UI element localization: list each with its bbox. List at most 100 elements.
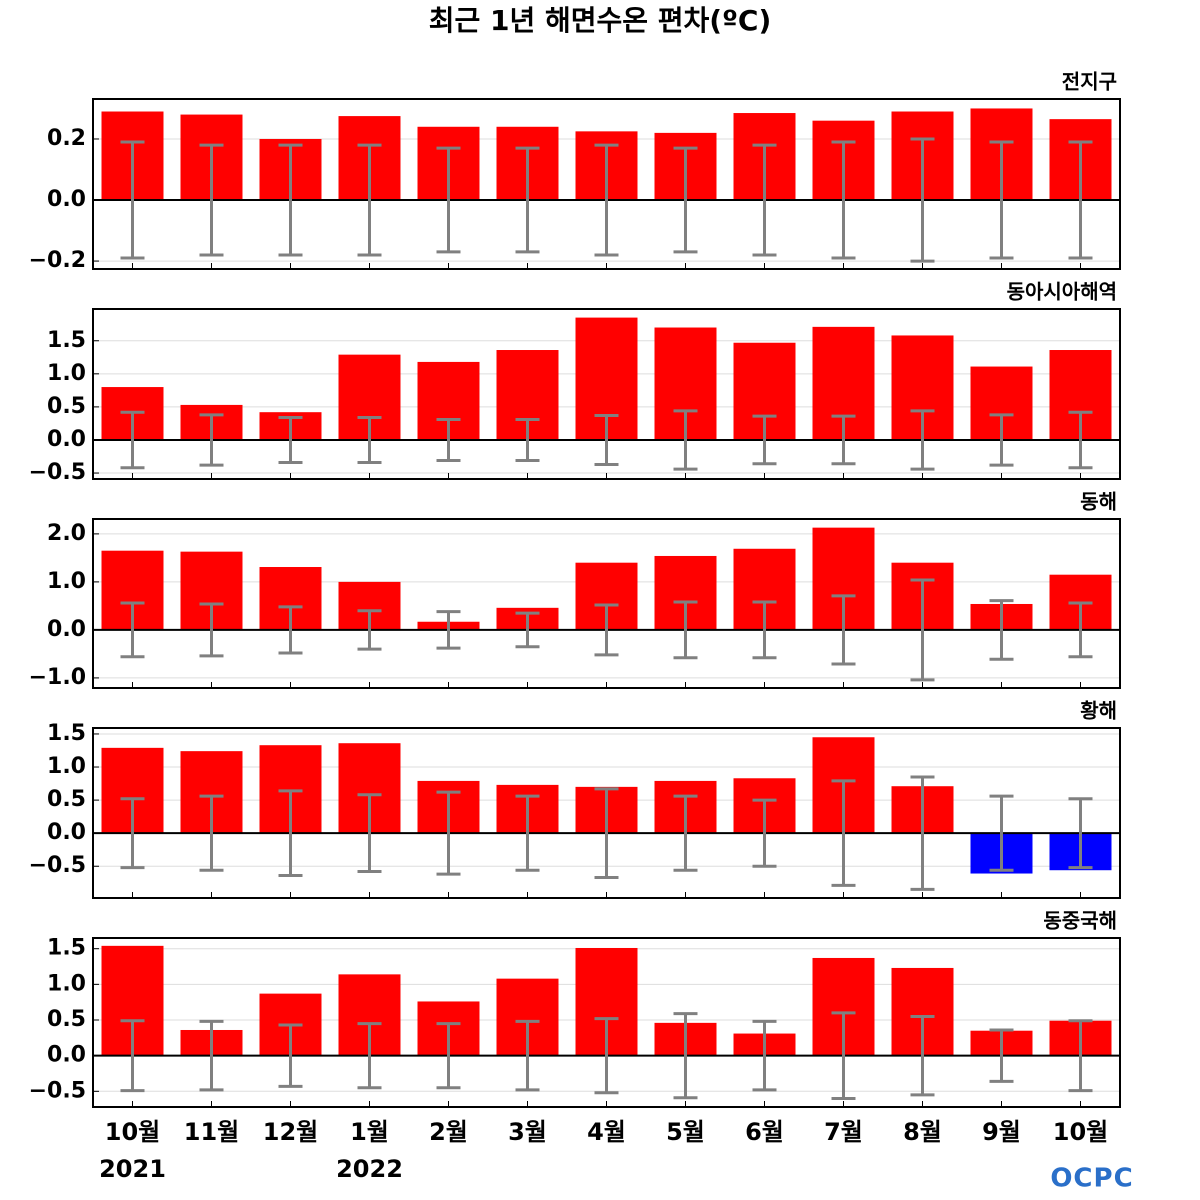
panel-title: 동해: [1080, 490, 1117, 514]
y-tick-label: 1.0: [47, 754, 86, 779]
error-bar: [199, 143, 224, 257]
error-bar: [357, 415, 382, 464]
error-bar: [278, 605, 303, 655]
error-bar: [120, 797, 145, 870]
y-tick-label: 0.5: [47, 1007, 86, 1032]
x-tick-label: 10월: [1053, 1118, 1108, 1146]
y-tick-label: 0.0: [47, 427, 86, 452]
error-bar: [278, 789, 303, 878]
x-year-label: 2021: [99, 1155, 166, 1183]
error-bar: [436, 146, 461, 254]
error-bar: [357, 609, 382, 651]
error-bar: [989, 140, 1014, 260]
error-bar: [910, 775, 935, 891]
y-tick-label: −0.5: [29, 1078, 86, 1103]
error-bar: [1068, 797, 1093, 870]
panel-title: 황해: [1080, 699, 1117, 723]
x-tick-label: 3월: [508, 1118, 547, 1146]
error-bar: [910, 409, 935, 471]
panel-title: 동중국해: [1043, 909, 1117, 933]
error-bar: [673, 794, 698, 872]
x-year-label: 2022: [336, 1155, 403, 1183]
chart-title: 최근 1년 해면수온 편차(ºC): [429, 4, 772, 37]
x-tick-label: 12월: [263, 1118, 318, 1146]
error-bar: [199, 413, 224, 467]
y-tick-label: −0.2: [29, 248, 86, 273]
error-bar: [673, 600, 698, 660]
error-bar: [910, 578, 935, 682]
y-tick-label: 0.2: [47, 126, 86, 151]
y-tick-label: 2.0: [47, 521, 86, 546]
y-tick-label: 1.5: [47, 936, 86, 961]
y-tick-label: 1.0: [47, 361, 86, 386]
x-tick-label: 6월: [745, 1118, 784, 1146]
x-tick-label: 8월: [903, 1118, 942, 1146]
x-tick-label: 9월: [982, 1118, 1021, 1146]
x-tick-label: 10월: [105, 1118, 160, 1146]
error-bar: [357, 143, 382, 257]
error-bar: [752, 143, 777, 257]
error-bar: [594, 413, 619, 466]
y-tick-label: 0.0: [47, 617, 86, 642]
error-bar: [357, 1022, 382, 1090]
error-bar: [515, 794, 540, 872]
error-bar: [120, 140, 145, 260]
panel-title: 전지구: [1062, 70, 1117, 94]
error-bar: [436, 1022, 461, 1090]
logo: OCPC: [1050, 1164, 1133, 1194]
error-bar: [594, 143, 619, 257]
y-tick-label: 0.0: [47, 187, 86, 212]
error-bar: [278, 415, 303, 464]
error-bar: [515, 146, 540, 254]
error-bar: [831, 1011, 856, 1100]
x-tick-label: 2월: [429, 1118, 468, 1146]
error-bar: [594, 603, 619, 657]
error-bar: [357, 793, 382, 874]
error-bar: [199, 1019, 224, 1092]
error-bar: [436, 610, 461, 650]
error-bar: [910, 137, 935, 263]
y-tick-label: 1.0: [47, 569, 86, 594]
error-bar: [594, 787, 619, 879]
error-bar: [1068, 1019, 1093, 1093]
error-bar: [752, 1019, 777, 1092]
error-bar: [120, 410, 145, 470]
y-tick-label: −0.5: [29, 460, 86, 485]
plot-frame: [92, 518, 1121, 689]
error-bar: [673, 1012, 698, 1100]
error-bar: [752, 414, 777, 466]
y-tick-label: 1.0: [47, 971, 86, 996]
x-tick-label: 11월: [184, 1118, 239, 1146]
y-tick-label: 0.0: [47, 820, 86, 845]
error-bar: [120, 1019, 145, 1093]
error-bar: [752, 798, 777, 868]
error-bar: [1068, 601, 1093, 659]
error-bar: [1068, 140, 1093, 260]
error-bar: [120, 601, 145, 659]
error-bar: [1068, 410, 1093, 470]
error-bar: [436, 417, 461, 462]
plot-frame: [92, 308, 1121, 480]
y-tick-label: −1.0: [29, 665, 86, 690]
error-bar: [989, 599, 1014, 661]
plot-frame: [92, 937, 1121, 1108]
error-bar: [594, 1017, 619, 1095]
error-bar: [752, 600, 777, 660]
x-tick-label: 5월: [666, 1118, 705, 1146]
error-bar: [910, 1014, 935, 1097]
error-bar: [989, 413, 1014, 467]
x-tick-label: 7월: [824, 1118, 863, 1146]
panel-title: 동아시아해역: [1007, 280, 1117, 304]
error-bar: [831, 779, 856, 887]
x-tick-label: 4월: [587, 1118, 626, 1146]
error-bar: [199, 602, 224, 658]
y-tick-label: 0.0: [47, 1043, 86, 1068]
x-tick-label: 1월: [350, 1118, 389, 1146]
y-tick-label: 1.5: [47, 328, 86, 353]
error-bar: [673, 409, 698, 471]
y-tick-label: 0.5: [47, 787, 86, 812]
error-bar: [989, 1028, 1014, 1083]
error-bar: [199, 794, 224, 872]
error-bar: [278, 1023, 303, 1088]
